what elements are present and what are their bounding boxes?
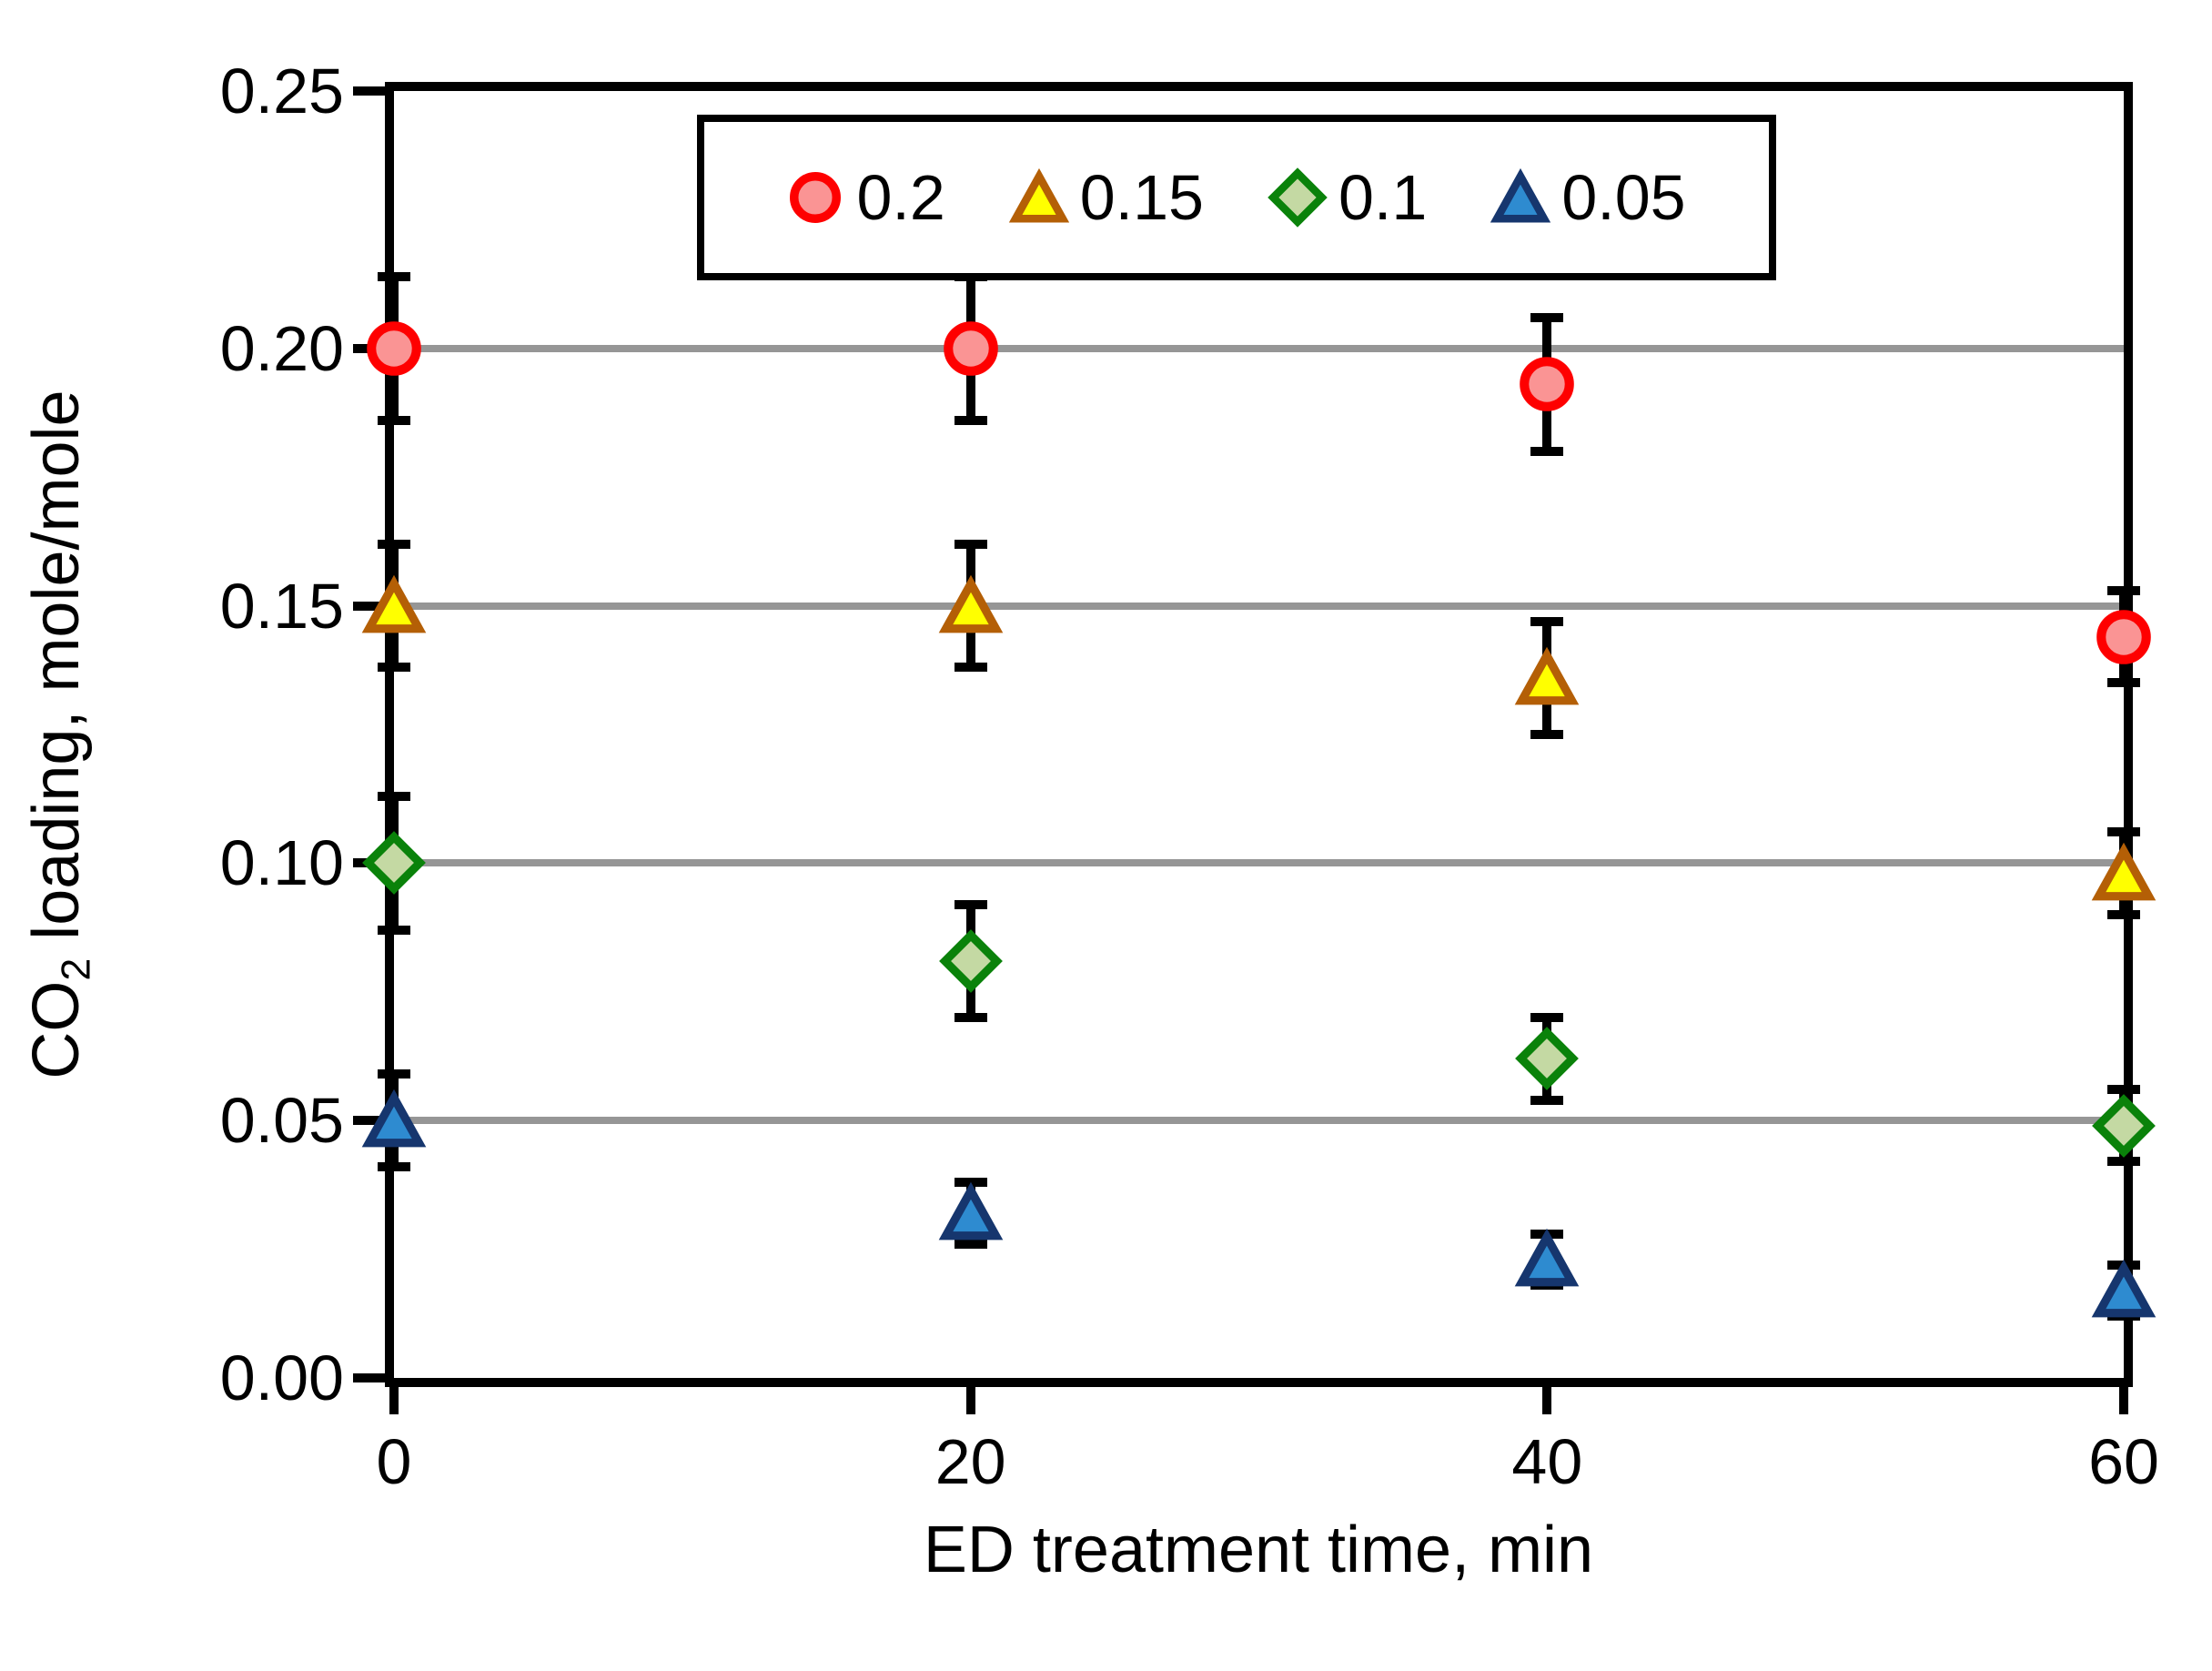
- marker-diamond-0.1-t60: [2092, 1093, 2156, 1158]
- y-tick-label-0.20: 0.20: [219, 312, 344, 384]
- error-bar-cap-top: [378, 1069, 410, 1079]
- error-bar-cap-top: [954, 899, 987, 909]
- x-tick-20: [965, 1378, 975, 1414]
- y-tick-label-0.10: 0.10: [219, 827, 344, 899]
- marker-diamond-0.1-t20: [938, 928, 1003, 993]
- x-tick-0: [389, 1378, 399, 1414]
- y-axis-title-prefix: CO: [20, 980, 93, 1079]
- error-bar-cap-bottom: [1530, 729, 1564, 739]
- marker-triangle-0.05-t20: [938, 1181, 1003, 1241]
- legend-item-0.2: 0.2: [787, 157, 945, 238]
- x-tick-60: [2119, 1378, 2128, 1414]
- y-tick-label-0.15: 0.15: [219, 570, 344, 642]
- legend-label-0.15: 0.15: [1079, 162, 1204, 233]
- legend-label-0.05: 0.05: [1561, 162, 1686, 233]
- x-tick-label-40: 40: [1511, 1426, 1583, 1497]
- y-tick-0.05: [353, 1116, 389, 1126]
- y-axis-title-subscript: 2: [54, 957, 99, 981]
- x-axis-title: ED treatment time, min: [923, 1514, 1594, 1586]
- marker-circle-0.2-t60: [2096, 609, 2151, 664]
- gridline-y-0.15: [394, 602, 2124, 610]
- legend-item-0.15: 0.15: [1008, 157, 1204, 238]
- gridline-y-0.2: [394, 344, 2124, 352]
- marker-circle-0.2-t20: [943, 321, 998, 376]
- error-bar-cap-bottom: [954, 1013, 987, 1023]
- error-bar-cap-top: [378, 539, 410, 549]
- marker-triangle-0.05-t0: [361, 1089, 427, 1148]
- y-tick-label-0.05: 0.05: [219, 1085, 344, 1157]
- error-bar-cap-bottom: [378, 1162, 410, 1172]
- error-bar-cap-bottom: [378, 663, 410, 673]
- error-bar-cap-top: [378, 271, 410, 281]
- x-tick-40: [1542, 1378, 1552, 1414]
- error-bar-cap-bottom: [378, 925, 410, 935]
- error-bar-cap-top: [2107, 1085, 2140, 1095]
- error-bar-cap-bottom: [954, 415, 987, 425]
- error-bar-cap-top: [2107, 585, 2140, 595]
- marker-diamond-0.1-t40: [1515, 1027, 1580, 1091]
- x-tick-label-0: 0: [376, 1426, 412, 1497]
- plot-area: [361, 82, 2156, 1387]
- error-bar-cap-bottom: [378, 415, 410, 425]
- marker-diamond-0.1-t0: [362, 831, 426, 896]
- error-bar-cap-top: [1530, 616, 1564, 626]
- error-bar-cap-bottom: [1530, 446, 1564, 456]
- legend-label-0.1: 0.1: [1338, 162, 1428, 233]
- error-bar-cap-top: [1530, 312, 1564, 322]
- marker-circle-0.2-t40: [1520, 357, 1575, 412]
- marker-circle-0.2-t0: [367, 321, 421, 376]
- legend-marker-triangle-icon: [1008, 167, 1069, 223]
- y-tick-label-0.00: 0.00: [219, 1342, 344, 1413]
- error-bar-cap-top: [1530, 1013, 1564, 1023]
- gridline-y-0.05: [394, 1117, 2124, 1125]
- error-bar-cap-bottom: [2107, 909, 2140, 919]
- error-bar-cap-top: [954, 539, 987, 549]
- error-bar-cap-top: [2107, 827, 2140, 837]
- y-tick-0.15: [353, 601, 389, 611]
- error-bar-cap-bottom: [1530, 1095, 1564, 1105]
- y-tick-label-0.25: 0.25: [219, 56, 344, 127]
- y-axis-title-suffix: loading, mole/mole: [20, 390, 93, 958]
- gridline-y-0.1: [394, 859, 2124, 867]
- y-axis-title: CO2 loading, mole/mole: [15, 52, 99, 1417]
- error-bar-cap-top: [378, 791, 410, 801]
- legend-label-0.2: 0.2: [856, 162, 945, 233]
- legend: 0.2 0.15 0.1 0.05: [697, 115, 1776, 280]
- marker-triangle-0.15-t0: [361, 574, 427, 633]
- legend-item-0.1: 0.1: [1268, 157, 1428, 238]
- y-tick-0.25: [353, 86, 389, 96]
- marker-triangle-0.05-t60: [2091, 1259, 2156, 1318]
- error-bar-cap-bottom: [954, 663, 987, 673]
- legend-item-0.05: 0.05: [1490, 157, 1686, 238]
- y-tick-0.00: [353, 1373, 389, 1382]
- legend-marker-circle-icon: [790, 172, 842, 223]
- error-bar-cap-bottom: [2107, 678, 2140, 688]
- error-bar-cap-bottom: [2107, 1157, 2140, 1167]
- legend-marker-triangle-icon: [1490, 167, 1551, 223]
- x-tick-label-20: 20: [934, 1426, 1006, 1497]
- marker-triangle-0.15-t40: [1515, 646, 1580, 705]
- marker-triangle-0.05-t40: [1515, 1228, 1580, 1287]
- legend-marker-diamond-icon: [1268, 167, 1328, 228]
- x-tick-label-60: 60: [2088, 1426, 2159, 1497]
- marker-triangle-0.15-t60: [2091, 842, 2156, 901]
- error-bar-cap-bottom: [954, 1239, 987, 1249]
- marker-triangle-0.15-t20: [938, 574, 1003, 633]
